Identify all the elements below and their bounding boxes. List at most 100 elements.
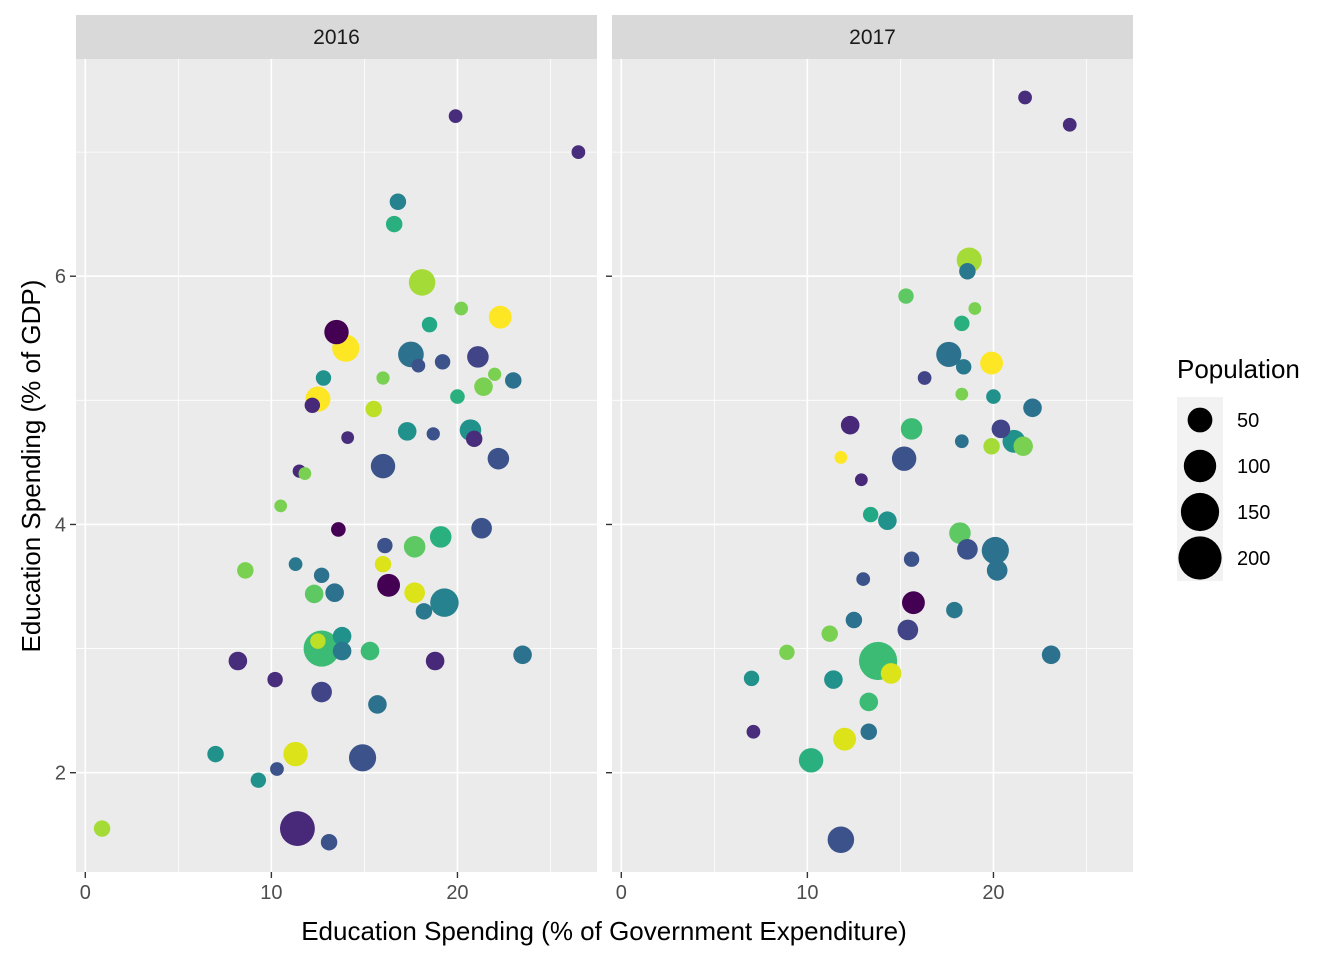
data-point xyxy=(845,611,863,629)
legend-label: 100 xyxy=(1237,456,1270,478)
data-point xyxy=(488,305,512,329)
strip-2017 xyxy=(612,15,1133,59)
x-tick-label: 20 xyxy=(446,882,468,904)
data-point xyxy=(313,567,330,584)
y-axis: 2 4 6 xyxy=(55,266,66,784)
data-point xyxy=(959,263,976,280)
data-point xyxy=(385,215,403,233)
data-point xyxy=(827,826,855,853)
data-point xyxy=(983,438,1000,455)
data-point xyxy=(1041,645,1061,665)
data-point xyxy=(288,557,303,572)
data-point xyxy=(404,582,425,604)
data-point xyxy=(320,833,338,851)
data-point xyxy=(267,671,283,688)
data-point xyxy=(1023,398,1042,418)
data-point xyxy=(311,681,332,703)
data-point xyxy=(341,431,355,444)
data-point xyxy=(949,522,971,544)
data-point xyxy=(954,434,969,449)
x-tick-label: 20 xyxy=(982,882,1004,904)
y-tick-label: 6 xyxy=(55,266,66,288)
x-tick-label: 10 xyxy=(796,882,818,904)
data-point xyxy=(332,626,352,646)
data-point xyxy=(454,301,469,316)
data-point xyxy=(946,601,963,619)
x-tick-label: 0 xyxy=(80,882,91,904)
data-point xyxy=(324,319,349,345)
y-tick-label: 4 xyxy=(55,514,66,536)
size-legend: Population 50 100 150 200 xyxy=(1177,354,1300,581)
strip-label-2017: 2017 xyxy=(849,26,896,49)
legend-key-circle xyxy=(1180,492,1220,532)
data-point xyxy=(854,473,868,487)
data-point xyxy=(270,762,284,776)
data-point xyxy=(936,341,962,367)
data-point xyxy=(471,517,492,539)
data-point xyxy=(917,371,932,385)
data-point xyxy=(746,724,761,739)
data-point xyxy=(955,359,972,375)
data-point xyxy=(465,430,483,448)
data-point xyxy=(856,572,871,586)
data-point xyxy=(954,315,970,332)
legend-key-circle xyxy=(1183,449,1217,483)
data-point xyxy=(903,551,920,567)
panel-2017: 2017 0 10 20 xyxy=(606,15,1133,904)
data-point xyxy=(505,372,522,389)
data-point xyxy=(991,419,1011,439)
data-point xyxy=(980,351,1004,375)
data-point xyxy=(250,772,267,788)
data-point xyxy=(408,269,436,296)
legend-label: 200 xyxy=(1237,548,1270,570)
data-point xyxy=(986,560,1008,581)
data-point xyxy=(474,377,493,396)
data-point xyxy=(421,316,438,333)
x-tick-label: 0 xyxy=(616,882,627,904)
x-axis-2017: 0 10 20 xyxy=(616,872,1005,904)
data-point xyxy=(377,573,401,597)
data-point xyxy=(897,619,919,641)
data-point xyxy=(448,109,463,123)
data-point xyxy=(348,744,377,772)
data-point xyxy=(779,644,795,661)
data-point xyxy=(450,389,465,404)
data-point xyxy=(304,584,324,604)
legend-entries: 50 100 150 200 xyxy=(1177,397,1270,581)
data-point xyxy=(571,145,586,159)
data-point xyxy=(376,371,390,385)
data-point xyxy=(274,499,288,513)
data-point xyxy=(900,418,923,440)
data-point xyxy=(298,467,312,480)
data-point xyxy=(743,670,760,687)
data-point xyxy=(283,741,308,767)
data-point xyxy=(902,591,925,615)
data-point xyxy=(93,820,111,837)
data-point xyxy=(968,302,982,315)
data-point xyxy=(207,745,224,763)
data-point xyxy=(1062,117,1077,132)
data-point xyxy=(310,633,326,649)
plot-area-2016 xyxy=(76,59,597,872)
data-point xyxy=(331,522,346,537)
data-point xyxy=(821,625,838,642)
legend-label: 150 xyxy=(1237,502,1270,524)
data-point xyxy=(426,427,440,441)
x-tick-label: 10 xyxy=(260,882,282,904)
data-point xyxy=(833,727,857,751)
plot-area-2017 xyxy=(612,59,1133,872)
data-point xyxy=(403,536,426,558)
data-point xyxy=(891,446,917,471)
data-point xyxy=(513,645,532,665)
data-point xyxy=(430,588,459,617)
data-point xyxy=(1013,436,1033,456)
data-point xyxy=(862,506,879,523)
legend-key-circle xyxy=(1187,407,1213,433)
data-point xyxy=(377,537,393,554)
data-point xyxy=(1018,90,1032,105)
data-point xyxy=(397,422,417,441)
data-point xyxy=(860,723,878,740)
legend-key-circle xyxy=(1178,536,1222,580)
data-point xyxy=(365,400,382,418)
